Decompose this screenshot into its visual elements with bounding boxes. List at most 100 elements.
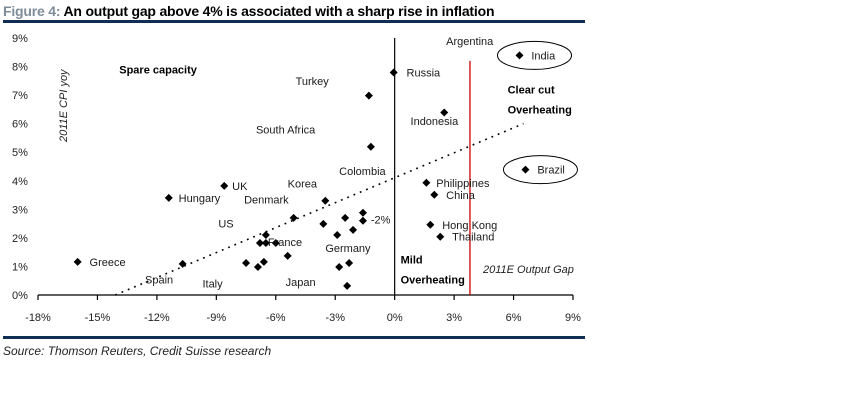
data-point	[259, 257, 268, 266]
point-greece	[73, 257, 82, 266]
x-tick-label: -18%	[25, 312, 51, 324]
data-point	[366, 142, 375, 151]
data-point	[271, 239, 280, 248]
point-label: Japan	[286, 277, 316, 289]
y-tick-label: 5%	[12, 147, 28, 159]
data-point	[341, 213, 350, 222]
x-tick-label: 6%	[506, 312, 522, 324]
data-point	[319, 219, 328, 228]
x-tick-label: -6%	[266, 312, 286, 324]
data-points	[73, 51, 530, 290]
point-philippines	[422, 178, 431, 187]
data-point	[364, 91, 373, 100]
reference-lines	[394, 38, 471, 295]
annotation: Clear cut	[508, 84, 555, 96]
figure-title: Figure 4: An output gap above 4% is asso…	[3, 3, 494, 19]
data-point	[349, 225, 358, 234]
point-label: Thailand	[452, 232, 494, 244]
y-tick-label: 4%	[12, 176, 28, 188]
source-note: Source: Thomson Reuters, Credit Suisse r…	[3, 344, 272, 358]
point-hungary	[164, 193, 173, 202]
point-label: Spain	[145, 274, 173, 286]
data-point	[242, 259, 251, 268]
y-tick-label: 3%	[12, 204, 28, 216]
axes: -18% -15% -12% -9% -6% -3% 0% 3% 6% 9% 0% 1% 2% 3% 4% 5…	[12, 33, 581, 324]
point-label: Italy	[202, 279, 223, 291]
data-point	[343, 281, 352, 290]
data-point	[261, 231, 270, 240]
y-tick-label: 1%	[12, 261, 28, 273]
point-label: Greece	[90, 257, 126, 269]
point-thailand	[436, 232, 445, 241]
annotation: Spare capacity	[119, 64, 198, 76]
data-point	[261, 239, 270, 248]
x-tick-label: -3%	[325, 312, 345, 324]
x-tick-label: -15%	[85, 312, 111, 324]
point-label: South Africa	[256, 124, 316, 136]
y-axis-label: 2011E CPI yoy	[58, 68, 70, 143]
point-label: Argentina	[446, 36, 494, 48]
x-tick-label: 3%	[446, 312, 462, 324]
point-spain	[178, 259, 187, 268]
point-label: Indonesia	[411, 116, 460, 128]
data-point	[255, 239, 264, 248]
point-label: Turkey	[296, 76, 330, 88]
point-label: Hong Kong	[442, 220, 497, 232]
point-india	[515, 51, 524, 60]
y-tick-label: 0%	[12, 290, 28, 302]
point-china	[430, 190, 439, 199]
source-rule	[3, 336, 585, 339]
highlight-ellipse-india	[497, 40, 572, 70]
highlight-ellipses	[497, 40, 578, 185]
figure-number: Figure 4:	[3, 3, 61, 19]
x-tick-label: -12%	[144, 312, 170, 324]
x-axis-label: 2011E Output Gap	[482, 264, 574, 276]
annotations: Spare capacity Clear cut Overheating Mild Ov…	[119, 64, 572, 286]
point-label: Germany	[325, 243, 371, 255]
y-tick-label: 2%	[12, 233, 28, 245]
point-label: Korea	[288, 179, 318, 191]
point-label: Denmark	[244, 194, 289, 206]
data-point	[358, 208, 367, 217]
y-tick-label: 6%	[12, 119, 28, 131]
scatter-chart: -18% -15% -12% -9% -6% -3% 0% 3% 6% 9% 0% 1% 2% 3% 4% 5…	[12, 33, 581, 324]
point-uk	[220, 181, 229, 190]
point-label: Colombia	[339, 166, 386, 178]
point-brazil	[521, 165, 530, 174]
point-hong-kong	[426, 220, 435, 229]
y-tick-label: 9%	[12, 33, 28, 45]
trend-line-group	[114, 122, 524, 296]
annotation: Overheating	[508, 104, 572, 116]
data-point	[345, 259, 354, 268]
title-rule	[3, 20, 585, 23]
data-point	[440, 108, 449, 117]
data-point	[321, 196, 330, 205]
y-tick-label: 7%	[12, 90, 28, 102]
data-point	[289, 213, 298, 222]
point-label: Hungary	[179, 193, 221, 205]
x-tick-label: 0%	[387, 312, 403, 324]
figure-heading: An output gap above 4% is associated wit…	[63, 3, 495, 19]
data-point	[335, 263, 344, 272]
annotation: Overheating	[401, 274, 465, 286]
data-point	[333, 231, 342, 240]
highlight-ellipse-brazil	[502, 155, 578, 185]
data-point	[358, 216, 367, 225]
x-tick-label: 9%	[565, 312, 581, 324]
point-label: Philippines	[436, 178, 490, 190]
point-label: Brazil	[537, 165, 565, 177]
point-label: China	[446, 190, 476, 202]
data-point	[283, 251, 292, 260]
point-label: -2%	[371, 214, 391, 226]
x-tick-label: -9%	[207, 312, 227, 324]
annotation: Mild	[401, 254, 423, 266]
point-label: Russia	[407, 68, 442, 80]
point-label: France	[268, 237, 302, 249]
point-label: India	[531, 50, 556, 62]
trend-line	[114, 122, 524, 296]
point-label: UK	[232, 181, 248, 193]
point-label: US	[218, 219, 233, 231]
y-tick-label: 8%	[12, 62, 28, 74]
point-russia	[389, 68, 398, 77]
